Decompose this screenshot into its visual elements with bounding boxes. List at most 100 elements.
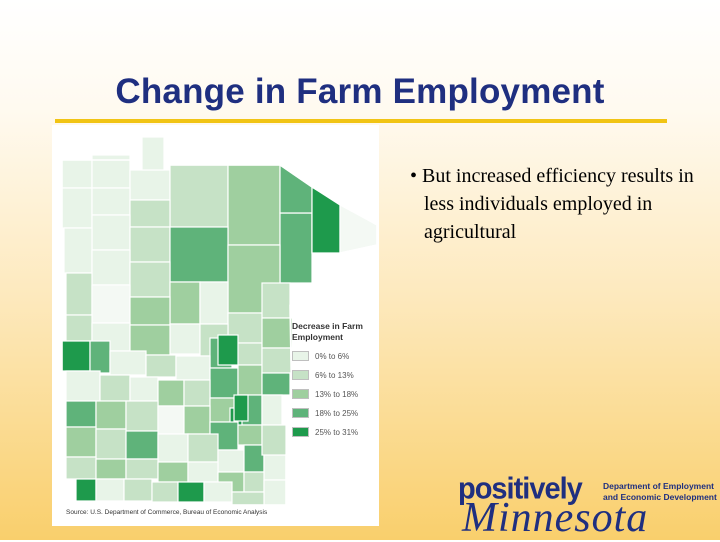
county [261,282,291,319]
county [91,187,131,216]
county [157,461,189,483]
county [65,272,93,316]
county [183,405,211,435]
county [109,350,147,376]
county [129,261,171,298]
map-source-note: Source: U.S. Department of Commerce, Bur… [66,509,268,516]
slide-title: Change in Farm Employment [115,72,605,111]
logo-minnesota: Minnesota [462,495,649,541]
county [61,187,93,229]
county [95,428,127,460]
county [237,364,263,396]
legend-item: 18% to 25% [292,407,358,419]
county [261,424,287,456]
legend-label: 18% to 25% [315,408,359,418]
county [231,491,265,506]
county [89,340,111,374]
logo-dept-line1: Department of Employment [603,481,714,491]
county [279,163,313,214]
legend-swatch [292,351,309,361]
county [209,367,239,399]
county [187,433,219,463]
legend-item: 0% to 6% [292,350,349,362]
county [169,281,201,325]
legend-label: 6% to 13% [315,370,354,380]
county [91,214,131,251]
county [145,354,177,378]
county [203,481,233,503]
county [125,458,159,480]
county [95,478,125,502]
county [187,461,219,483]
legend-title: Decrease in Farm Employment [292,321,363,342]
state-outline [61,134,378,506]
county [129,226,171,263]
county [123,478,153,502]
county [227,164,281,246]
county [311,185,341,254]
county [65,426,97,458]
map-panel: Decrease in Farm Employment 0% to 6% 6% … [52,125,379,526]
county [129,169,171,201]
county [91,284,131,324]
county [65,400,97,428]
county [61,159,93,189]
county [95,400,127,430]
county [157,405,185,435]
county [151,481,179,503]
county [129,324,171,356]
legend-label: 13% to 18% [315,389,359,399]
county [157,379,185,407]
county [125,400,159,432]
county [177,481,205,503]
county [129,296,171,326]
county [261,347,293,374]
logo-department: Department of Employment and Economic De… [603,481,717,503]
county [141,136,165,171]
county [183,379,211,407]
county [199,281,229,325]
county [227,244,281,314]
county [261,372,291,396]
legend-item: 25% to 31% [292,426,358,438]
county [217,334,239,366]
county [63,227,93,274]
county [65,370,101,402]
county [237,424,263,446]
legend-swatch [292,427,309,437]
legend-label: 25% to 31% [315,427,359,437]
county [169,164,229,228]
county [129,376,159,402]
county [217,449,245,473]
county [263,454,287,481]
county [125,430,159,460]
county [157,433,189,463]
legend-swatch [292,389,309,399]
county [99,374,131,402]
county [243,444,265,473]
county [61,340,91,372]
bullet-text: • But increased efficiency results in le… [410,165,694,243]
legend-item: 6% to 13% [292,369,354,381]
title-underline [55,119,667,123]
legend-swatch [292,370,309,380]
minnesota-county-map [61,134,378,506]
county [95,458,127,480]
legend-swatch [292,408,309,418]
county [75,478,97,502]
county [233,394,249,422]
county [263,479,287,506]
county [279,212,313,284]
logo-dept-line2: and Economic Development [603,492,717,502]
county [91,249,131,286]
county [169,226,229,283]
county [261,394,283,426]
county [65,314,93,342]
county [261,317,293,349]
county [175,355,211,381]
logo-positively: positively [458,472,583,506]
county [243,471,265,493]
legend-label: 0% to 6% [315,351,350,361]
county [129,199,171,228]
county [169,323,201,355]
